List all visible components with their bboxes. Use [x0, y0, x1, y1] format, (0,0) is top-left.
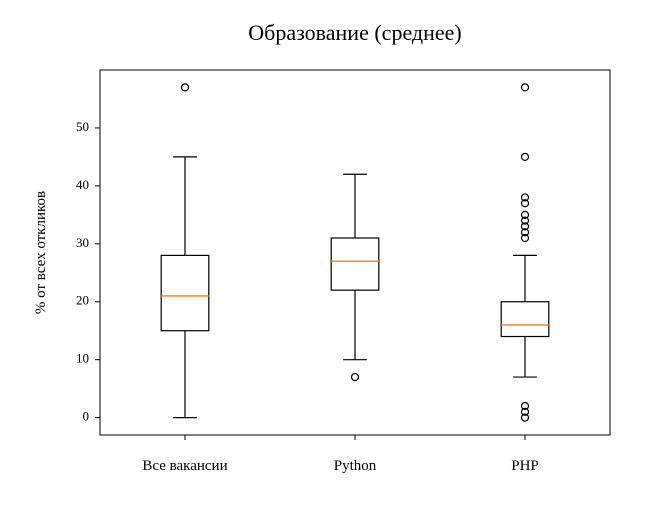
- x-tick-label: Все вакансии: [142, 458, 227, 474]
- y-tick-label: 0: [83, 409, 90, 424]
- y-tick-label: 20: [76, 293, 89, 308]
- y-tick-label: 30: [76, 235, 89, 250]
- box-rect: [331, 238, 379, 290]
- box-rect: [501, 302, 549, 337]
- flier: [522, 84, 529, 91]
- x-tick-label: Python: [334, 458, 377, 474]
- flier: [522, 153, 529, 160]
- box-rect: [161, 255, 209, 330]
- chart-title: Образование (среднее): [248, 20, 461, 45]
- x-tick-label: PHP: [511, 458, 539, 474]
- y-tick-label: 50: [76, 119, 89, 134]
- box-0: [161, 84, 209, 418]
- y-tick-label: 40: [76, 177, 89, 192]
- y-axis-label: % от всех откликов: [33, 191, 49, 314]
- boxplot-chart: 0 10 20 30 40 50 Все вакансии Python PHP Образова…: [0, 0, 654, 508]
- box-1: [331, 174, 379, 380]
- flier: [352, 374, 359, 381]
- box-2: [501, 84, 549, 421]
- y-tick-label: 10: [76, 351, 89, 366]
- flier: [182, 84, 189, 91]
